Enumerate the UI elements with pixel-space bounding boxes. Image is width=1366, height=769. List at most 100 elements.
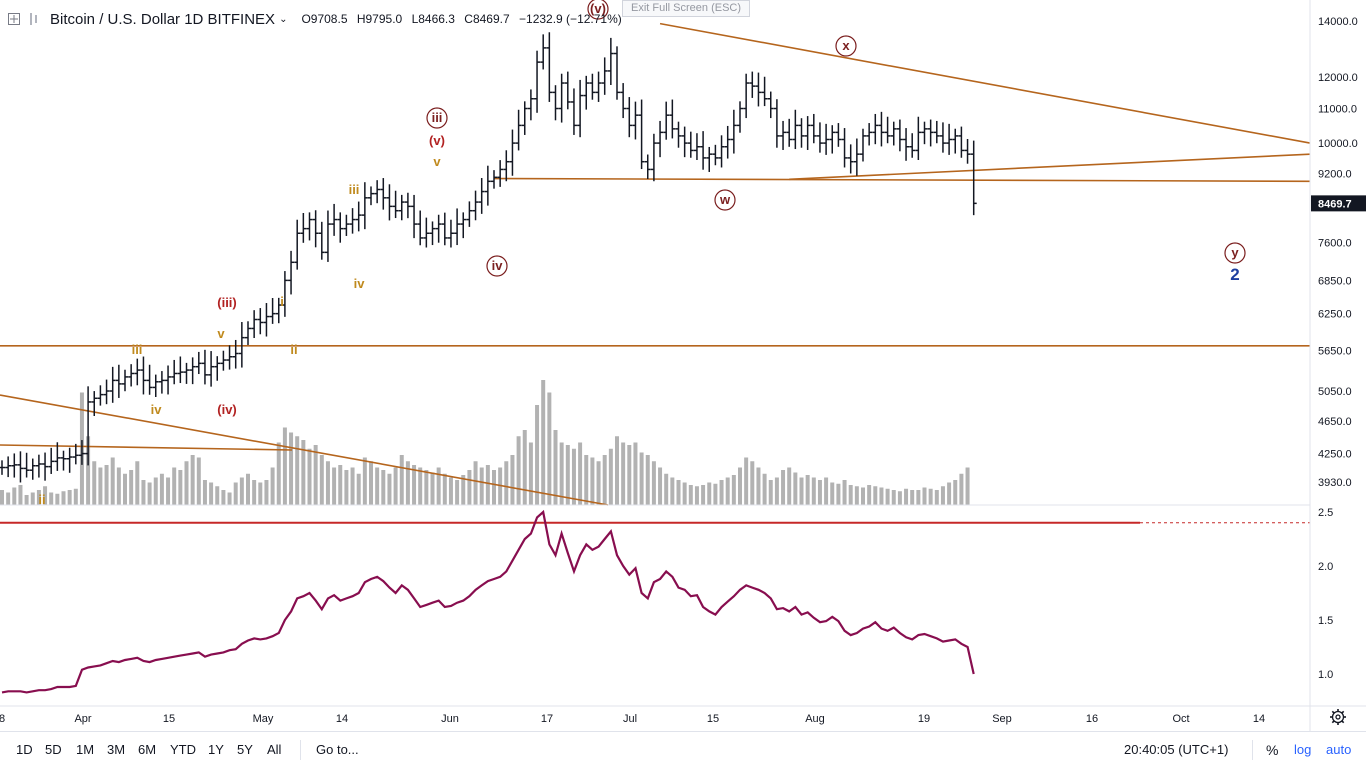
ohlc-bar bbox=[78, 440, 85, 465]
range-1d[interactable]: 1D bbox=[16, 742, 33, 757]
ohlc-bar bbox=[749, 71, 756, 98]
ohlc-bar bbox=[521, 101, 528, 135]
price-tick-label: 9200.0 bbox=[1318, 168, 1352, 180]
volume-bar bbox=[584, 455, 589, 505]
gear-icon[interactable] bbox=[1329, 708, 1347, 726]
ohlc-bar bbox=[644, 154, 651, 179]
volume-bar bbox=[258, 482, 263, 505]
volume-bar bbox=[387, 473, 392, 505]
time-tick-label: Oct bbox=[1172, 713, 1189, 725]
ohlc-bar bbox=[386, 184, 393, 221]
price-tick-label: 5050.0 bbox=[1318, 386, 1352, 398]
volume-bar bbox=[879, 487, 884, 505]
volume-bar bbox=[61, 491, 66, 505]
divider bbox=[1252, 740, 1253, 760]
ohlc-bar bbox=[792, 109, 799, 150]
ohlc-bar bbox=[755, 72, 762, 107]
price-tick-label: 4650.0 bbox=[1318, 416, 1352, 428]
time-tick-label: Jun bbox=[441, 713, 459, 725]
volume-bar bbox=[731, 475, 736, 505]
svg-text:iii: iii bbox=[432, 110, 443, 125]
range-all[interactable]: All bbox=[267, 742, 282, 757]
ohlc-bar bbox=[884, 116, 891, 144]
price-tick-label: 7600.0 bbox=[1318, 238, 1352, 250]
volume-bar bbox=[325, 461, 330, 505]
volume-bar bbox=[356, 473, 361, 505]
symbol-title[interactable]: Bitcoin / U.S. Dollar 1D BITFINEX bbox=[50, 10, 276, 28]
ohlc-bar bbox=[552, 85, 559, 121]
ohlc-bar bbox=[134, 358, 141, 386]
volume-bar bbox=[701, 485, 706, 505]
expand-icon[interactable] bbox=[8, 13, 20, 25]
volume-bar bbox=[959, 473, 964, 505]
time-tick-label: Apr bbox=[74, 713, 91, 725]
change-value: −1232.9 (−12.71%) bbox=[519, 12, 622, 26]
ohlc-bar bbox=[534, 50, 541, 113]
goto-button[interactable]: Go to... bbox=[316, 742, 359, 757]
volume-bar bbox=[590, 457, 595, 505]
volume-bar bbox=[799, 477, 804, 505]
ohlc-bar bbox=[540, 34, 547, 70]
range-3m[interactable]: 3M bbox=[107, 742, 126, 757]
price-tick-label: 4250.0 bbox=[1318, 449, 1352, 461]
range-5d[interactable]: 5D bbox=[45, 742, 62, 757]
exit-fullscreen-button[interactable]: Exit Full Screen (ESC) bbox=[622, 0, 750, 17]
ohlc-bar bbox=[54, 442, 61, 471]
wave-label: ii bbox=[38, 492, 45, 507]
ohlc-bar bbox=[85, 386, 92, 466]
last-price-tag bbox=[1311, 195, 1366, 212]
ohlc-bar bbox=[743, 73, 750, 119]
range-6m[interactable]: 6M bbox=[138, 742, 157, 757]
volume-bars bbox=[0, 380, 970, 505]
ohlc-bar bbox=[964, 138, 971, 164]
ohlc-bar bbox=[927, 119, 934, 147]
volume-bar bbox=[178, 470, 183, 505]
ohlc-bar bbox=[208, 351, 215, 387]
range-1y[interactable]: 1Y bbox=[208, 742, 224, 757]
volume-bar bbox=[246, 473, 250, 505]
volume-bar bbox=[627, 445, 632, 505]
range-ytd[interactable]: YTD bbox=[170, 742, 196, 757]
last-price-label: 8469.7 bbox=[1318, 198, 1352, 210]
chart-type-icon[interactable] bbox=[28, 12, 42, 26]
percent-toggle[interactable]: % bbox=[1266, 742, 1279, 758]
volume-bar bbox=[479, 467, 484, 505]
ohlc-bar bbox=[614, 46, 620, 100]
svg-text:(iii): (iii) bbox=[217, 295, 237, 310]
time-tick-label: Sep bbox=[992, 713, 1012, 725]
indicator-tick-label: 2.5 bbox=[1318, 507, 1333, 519]
range-5y[interactable]: 5Y bbox=[237, 742, 253, 757]
volume-bar bbox=[332, 467, 337, 505]
bottom-toolbar: 1D 5D 1M 3M 6M YTD 1Y 5Y All Go to... 20… bbox=[0, 731, 1366, 769]
range-1m[interactable]: 1M bbox=[76, 742, 95, 757]
ohlc-bar bbox=[638, 99, 645, 170]
ohlc-bar bbox=[220, 350, 227, 371]
volume-bar bbox=[891, 490, 896, 505]
svg-text:y: y bbox=[1231, 245, 1239, 260]
ohlc-bar bbox=[650, 133, 657, 182]
ohlc-bar bbox=[952, 128, 959, 154]
ohlc-bar bbox=[786, 118, 793, 147]
volume-bar bbox=[110, 457, 115, 505]
volume-bar bbox=[750, 461, 755, 505]
volume-bar bbox=[418, 467, 423, 505]
wave-label: v bbox=[433, 154, 441, 169]
volume-bar bbox=[694, 486, 699, 505]
volume-bar bbox=[86, 436, 91, 505]
ohlc-bar bbox=[91, 391, 98, 417]
trendline-lower-ascending bbox=[789, 153, 1311, 181]
ohlc-bar bbox=[275, 297, 282, 324]
volume-bar bbox=[608, 448, 613, 505]
volume-bar bbox=[399, 455, 404, 505]
volume-bar bbox=[670, 477, 675, 505]
wave-label: w bbox=[714, 189, 736, 211]
ohlc-bar bbox=[527, 89, 534, 121]
chevron-down-icon[interactable]: ⌄ bbox=[279, 13, 288, 25]
auto-toggle[interactable]: auto bbox=[1326, 742, 1352, 757]
wave-label: (iii) bbox=[217, 295, 237, 310]
log-toggle[interactable]: log bbox=[1294, 742, 1312, 757]
volume-bar bbox=[307, 448, 312, 505]
ohlc-bar bbox=[447, 219, 454, 248]
indicator-pane bbox=[0, 509, 1310, 694]
